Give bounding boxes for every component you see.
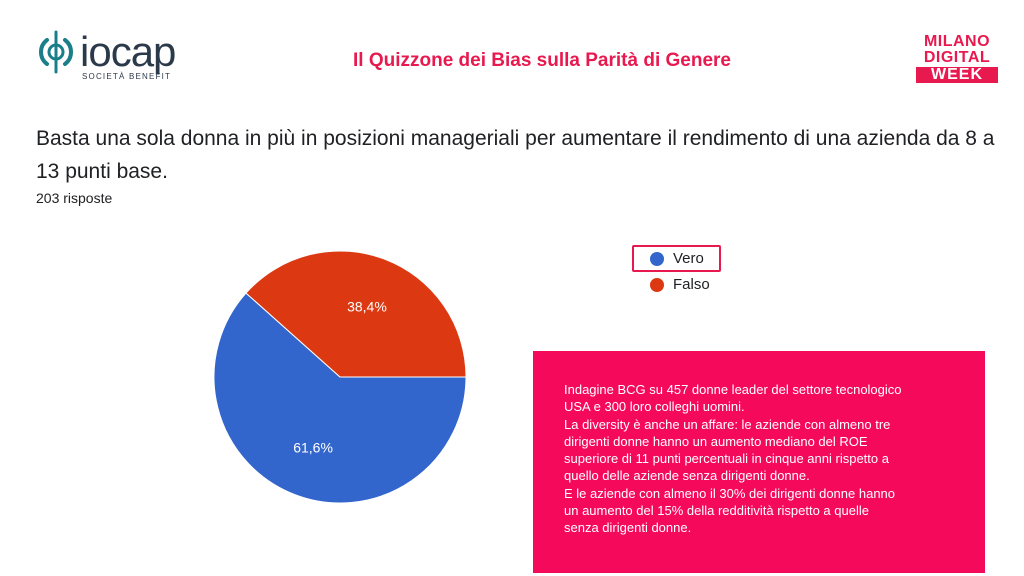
legend-highlight-box	[632, 245, 721, 272]
info-line: La diversity è anche un affare: le azien…	[564, 416, 891, 432]
logo-line-1: MILANO	[923, 33, 991, 50]
pie-slice-vero[interactable]	[213, 292, 467, 504]
info-line: un aumento del 15% della redditività ris…	[564, 503, 869, 519]
iocap-logo-icon	[39, 30, 73, 74]
info-line: USA e 300 loro colleghi uomini.	[564, 399, 745, 415]
pie-label-falso: 38,4%	[347, 298, 387, 314]
logo-line-3: WEEK	[916, 67, 998, 83]
info-box: Indagine BCG su 457 donne leader del set…	[533, 351, 985, 573]
page-title: Il Quizzone dei Bias sulla Parità di Gen…	[352, 50, 731, 71]
legend-label-falso: Falso	[673, 276, 710, 293]
info-line: Indagine BCG su 457 donne leader del set…	[564, 382, 902, 397]
legend-swatch-falso	[650, 278, 664, 292]
milano-digital-week-logo: MILANO DIGITAL WEEK	[916, 34, 998, 83]
question-text: Basta una sola donna in più in posizioni…	[36, 127, 995, 183]
response-count: 203 risposte	[36, 190, 113, 206]
legend-swatch-vero	[650, 252, 664, 266]
info-line: quello delle aziende senza dirigenti don…	[564, 468, 810, 484]
info-line: dirigenti donne hanno un aumento mediano…	[564, 433, 868, 449]
info-line: superiore di 11 punti percentuali in cin…	[564, 451, 889, 467]
logo-name: iocap	[80, 28, 176, 75]
info-line: E le aziende con almeno il 30% dei dirig…	[564, 485, 896, 501]
info-line: senza dirigenti donne.	[564, 520, 692, 536]
legend-label-vero: Vero	[673, 250, 704, 267]
pie-label-vero: 61,6%	[293, 440, 333, 456]
iocap-logo: iocap SOCIETÀ BENEFIT	[34, 28, 194, 84]
logo-line-2: DIGITAL	[923, 49, 991, 66]
pie-slice-falso[interactable]	[245, 250, 467, 378]
logo-subtitle: SOCIETÀ BENEFIT	[82, 72, 172, 81]
